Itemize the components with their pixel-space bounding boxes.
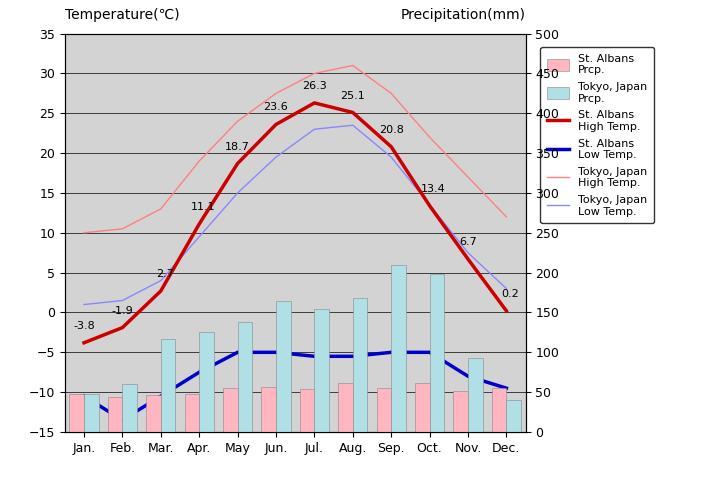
- Bar: [315, 309, 329, 432]
- Bar: [84, 394, 99, 432]
- Bar: [122, 384, 137, 432]
- Tokyo, Japan
High Temp.: [156, 206, 165, 212]
- Tokyo, Japan
Low Temp.: [464, 250, 472, 256]
- Tokyo, Japan
High Temp.: [387, 90, 395, 96]
- St. Albans
High Temp.: [310, 100, 319, 106]
- Tokyo, Japan
High Temp.: [426, 134, 434, 140]
- St. Albans
High Temp.: [118, 325, 127, 331]
- Bar: [415, 383, 430, 432]
- St. Albans
Low Temp.: [271, 349, 280, 355]
- Bar: [492, 388, 506, 432]
- Bar: [338, 383, 353, 432]
- Bar: [391, 264, 406, 432]
- Bar: [430, 274, 444, 432]
- Bar: [377, 388, 391, 432]
- Bar: [506, 400, 521, 432]
- Bar: [468, 358, 482, 432]
- Tokyo, Japan
High Temp.: [233, 119, 242, 124]
- Tokyo, Japan
Low Temp.: [426, 202, 434, 208]
- Bar: [454, 391, 468, 432]
- St. Albans
Low Temp.: [233, 349, 242, 355]
- Bar: [276, 300, 291, 432]
- Tokyo, Japan
Low Temp.: [195, 234, 204, 240]
- Text: -1.9: -1.9: [112, 306, 133, 316]
- Tokyo, Japan
Low Temp.: [156, 278, 165, 284]
- Tokyo, Japan
Low Temp.: [271, 154, 280, 160]
- St. Albans
Low Temp.: [80, 393, 89, 399]
- St. Albans
Low Temp.: [195, 370, 204, 375]
- St. Albans
Low Temp.: [310, 353, 319, 359]
- Tokyo, Japan
Low Temp.: [387, 154, 395, 160]
- Line: Tokyo, Japan
Low Temp.: Tokyo, Japan Low Temp.: [84, 125, 506, 304]
- St. Albans
Low Temp.: [502, 385, 510, 391]
- Bar: [146, 396, 161, 432]
- Tokyo, Japan
High Temp.: [348, 62, 357, 68]
- Tokyo, Japan
High Temp.: [271, 90, 280, 96]
- Bar: [353, 298, 367, 432]
- Bar: [108, 397, 122, 432]
- St. Albans
Low Temp.: [118, 417, 127, 423]
- Bar: [184, 394, 199, 432]
- St. Albans
High Temp.: [426, 203, 434, 209]
- Bar: [223, 388, 238, 432]
- Text: Precipitation(mm): Precipitation(mm): [400, 8, 526, 22]
- Text: 2.7: 2.7: [156, 269, 174, 279]
- St. Albans
High Temp.: [80, 340, 89, 346]
- Tokyo, Japan
High Temp.: [118, 226, 127, 232]
- Tokyo, Japan
High Temp.: [310, 71, 319, 76]
- Legend: St. Albans
Prcp., Tokyo, Japan
Prcp., St. Albans
High Temp., St. Albans
Low Temp: St. Albans Prcp., Tokyo, Japan Prcp., St…: [541, 47, 654, 223]
- Bar: [238, 322, 252, 432]
- Text: 13.4: 13.4: [421, 184, 446, 194]
- St. Albans
High Temp.: [271, 121, 280, 127]
- Tokyo, Japan
Low Temp.: [348, 122, 357, 128]
- Tokyo, Japan
High Temp.: [80, 230, 89, 236]
- Tokyo, Japan
Low Temp.: [233, 190, 242, 196]
- Tokyo, Japan
High Temp.: [464, 174, 472, 180]
- Tokyo, Japan
Low Temp.: [118, 298, 127, 303]
- Text: 20.8: 20.8: [379, 125, 404, 135]
- St. Albans
Low Temp.: [348, 353, 357, 359]
- Bar: [199, 332, 214, 432]
- Line: Tokyo, Japan
High Temp.: Tokyo, Japan High Temp.: [84, 65, 506, 233]
- Text: Temperature(℃): Temperature(℃): [65, 8, 179, 22]
- Text: 6.7: 6.7: [459, 237, 477, 247]
- St. Albans
High Temp.: [233, 161, 242, 167]
- Text: 11.1: 11.1: [191, 202, 215, 212]
- Text: 26.3: 26.3: [302, 81, 327, 91]
- Text: 18.7: 18.7: [225, 142, 250, 152]
- Tokyo, Japan
Low Temp.: [502, 286, 510, 291]
- St. Albans
Low Temp.: [387, 349, 395, 355]
- Text: 23.6: 23.6: [264, 103, 289, 112]
- Bar: [161, 339, 176, 432]
- St. Albans
High Temp.: [195, 221, 204, 227]
- Text: 25.1: 25.1: [341, 91, 365, 100]
- St. Albans
High Temp.: [348, 109, 357, 115]
- St. Albans
High Temp.: [502, 308, 510, 314]
- Bar: [69, 394, 84, 432]
- Line: St. Albans
Low Temp.: St. Albans Low Temp.: [84, 352, 506, 420]
- Bar: [261, 387, 276, 432]
- Tokyo, Japan
Low Temp.: [80, 301, 89, 307]
- St. Albans
High Temp.: [156, 288, 165, 294]
- St. Albans
High Temp.: [464, 256, 472, 262]
- St. Albans
Low Temp.: [156, 393, 165, 399]
- Tokyo, Japan
High Temp.: [195, 158, 204, 164]
- St. Albans
High Temp.: [387, 144, 395, 150]
- Tokyo, Japan
High Temp.: [502, 214, 510, 220]
- Line: St. Albans
High Temp.: St. Albans High Temp.: [84, 103, 506, 343]
- Text: -3.8: -3.8: [73, 321, 95, 331]
- Text: 0.2: 0.2: [501, 289, 519, 299]
- Bar: [300, 389, 315, 432]
- St. Albans
Low Temp.: [426, 349, 434, 355]
- St. Albans
Low Temp.: [464, 373, 472, 379]
- Tokyo, Japan
Low Temp.: [310, 126, 319, 132]
